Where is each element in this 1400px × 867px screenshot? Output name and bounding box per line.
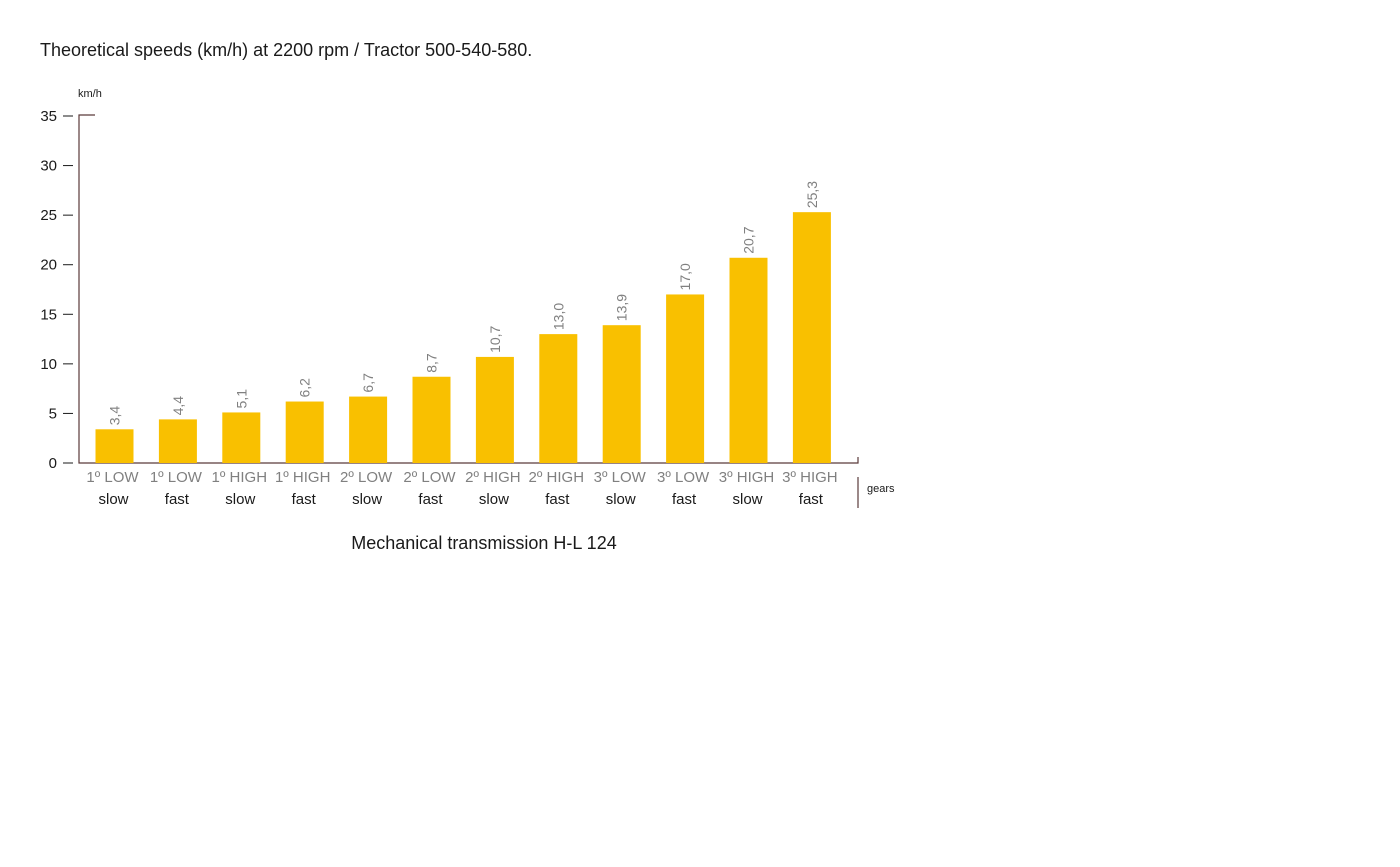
category-speed-label: fast <box>292 491 317 508</box>
category-gear-label: 3º LOW <box>657 469 710 486</box>
category-gear-label: 1º LOW <box>86 469 139 486</box>
category-speed-label: slow <box>352 491 382 508</box>
category-speed-label: fast <box>799 491 824 508</box>
category-gear-label: 2º LOW <box>403 469 456 486</box>
bar <box>792 212 831 463</box>
bar <box>729 257 768 463</box>
category-gear-label: 1º HIGH <box>212 469 268 486</box>
data-label: 8,7 <box>424 353 440 373</box>
bar <box>602 325 641 463</box>
y-tick-label: 10 <box>40 356 57 373</box>
data-label: 10,7 <box>487 325 503 352</box>
data-label: 5,1 <box>233 389 249 409</box>
y-tick-label: 25 <box>40 207 57 224</box>
gears-axis-note: gears <box>867 483 895 495</box>
category-gear-label: 3º HIGH <box>782 469 838 486</box>
data-label: 3,4 <box>107 406 123 426</box>
y-tick-label: 0 <box>49 455 57 472</box>
category-gear-label: 2º LOW <box>340 469 393 486</box>
y-tick-label: 20 <box>40 257 57 274</box>
chart-title: Theoretical speeds (km/h) at 2200 rpm / … <box>40 40 532 60</box>
data-label: 6,2 <box>297 378 313 398</box>
bars <box>95 212 831 463</box>
data-label: 13,9 <box>614 294 630 321</box>
category-gear-label: 3º LOW <box>594 469 647 486</box>
bar <box>285 401 324 463</box>
category-speed-label: fast <box>672 491 697 508</box>
bar <box>475 356 514 463</box>
category-gear-label: 1º HIGH <box>275 469 331 486</box>
category-speed-label: fast <box>418 491 443 508</box>
chart-axes <box>78 114 859 464</box>
x-axis-title: Mechanical transmission H-L 124 <box>351 533 616 553</box>
data-label: 20,7 <box>741 226 757 253</box>
bar <box>666 294 705 463</box>
category-speed-label: fast <box>545 491 570 508</box>
bar <box>349 396 388 463</box>
category-speed-label: slow <box>98 491 128 508</box>
category-speed-label: slow <box>732 491 762 508</box>
y-axis-unit-label: km/h <box>78 88 102 100</box>
y-axis-ticks: 0 5 10 15 20 25 30 35 <box>40 108 73 472</box>
y-tick-label: 5 <box>49 405 57 422</box>
category-gear-label: 2º HIGH <box>465 469 521 486</box>
category-gear-label: 3º HIGH <box>719 469 775 486</box>
axis-frame <box>78 114 859 464</box>
data-label: 25,3 <box>804 181 820 208</box>
bar <box>412 376 451 463</box>
category-speed-label: slow <box>606 491 636 508</box>
y-tick-label: 30 <box>40 158 57 175</box>
y-tick-label: 15 <box>40 306 57 323</box>
category-labels: 1º LOW slow 1º LOW fast 1º HIGH slow 1º HIGH fa… <box>86 469 837 508</box>
bar <box>222 412 261 463</box>
category-gear-label: 1º LOW <box>150 469 203 486</box>
bar <box>95 429 134 463</box>
category-gear-label: 2º HIGH <box>529 469 585 486</box>
bar <box>158 419 197 463</box>
category-speed-label: slow <box>479 491 509 508</box>
data-label: 6,7 <box>360 373 376 393</box>
y-tick-label: 35 <box>40 108 57 125</box>
data-label: 17,0 <box>677 263 693 290</box>
category-speed-label: slow <box>225 491 255 508</box>
data-label: 13,0 <box>550 303 566 330</box>
data-labels: 3,4 4,4 5,1 6,2 6,7 8,7 10,7 13,0 13,9 17,0 20,7 25… <box>107 181 820 426</box>
bar <box>539 334 578 463</box>
category-speed-label: fast <box>165 491 190 508</box>
data-label: 4,4 <box>170 396 186 416</box>
